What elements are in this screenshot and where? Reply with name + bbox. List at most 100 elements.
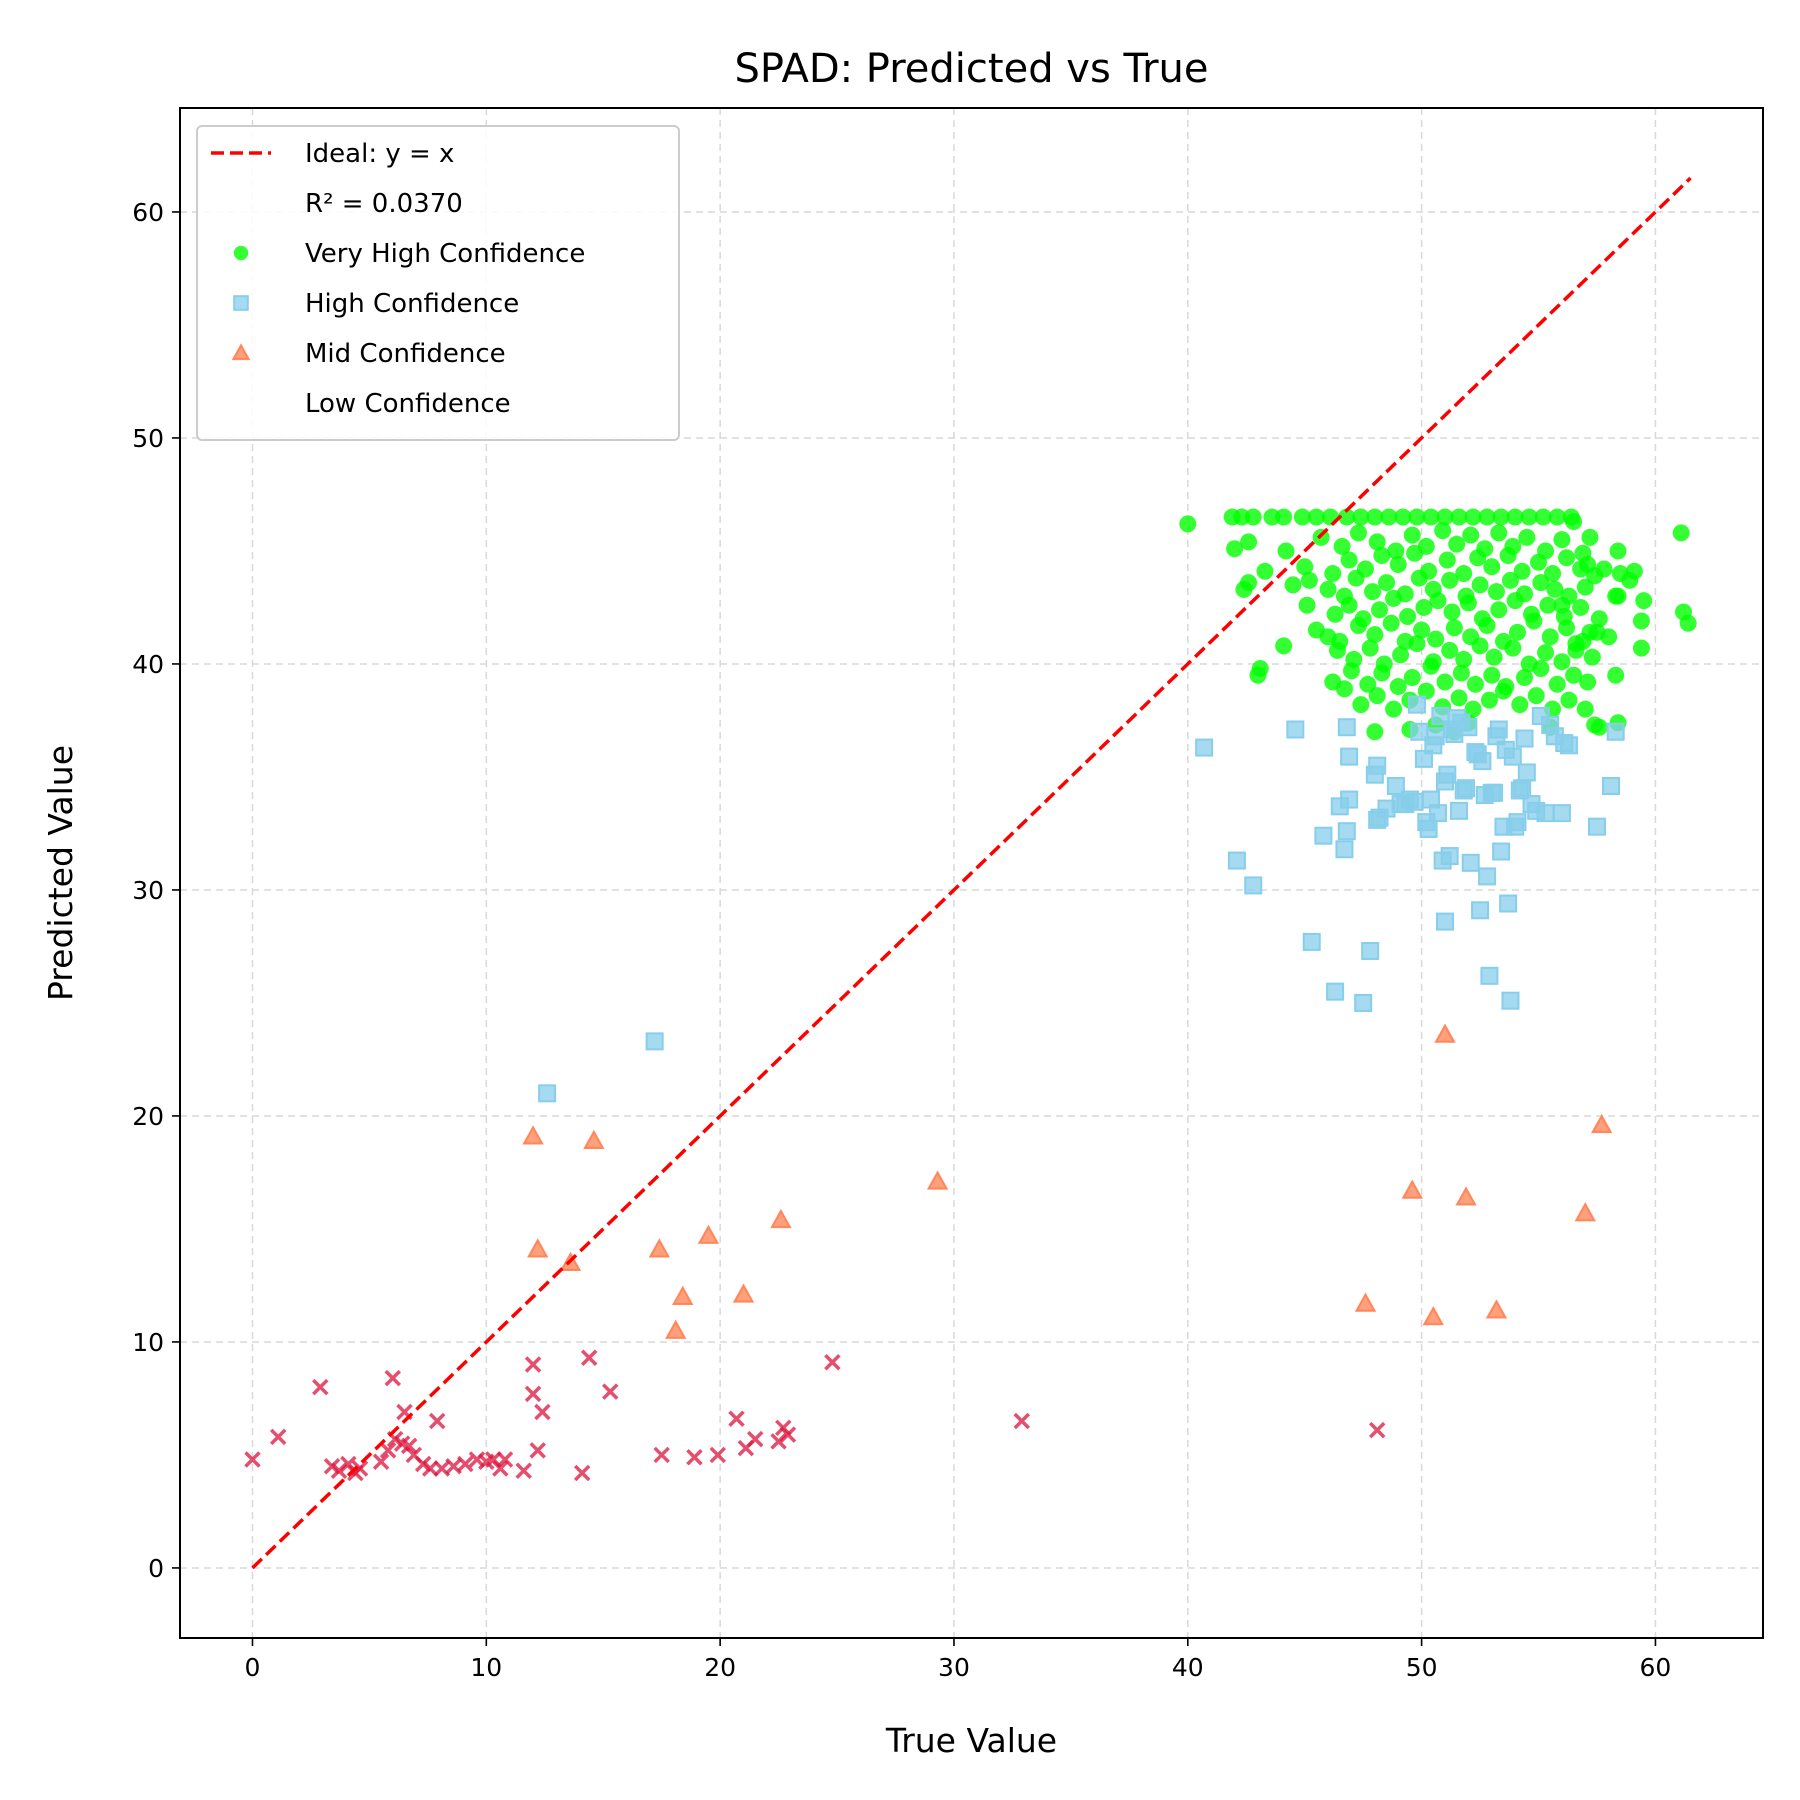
data-point-very-high-confidence — [1565, 513, 1583, 531]
data-point-very-high-confidence — [1233, 508, 1251, 526]
data-point-very-high-confidence — [1607, 666, 1625, 684]
data-point-very-high-confidence — [1487, 583, 1505, 601]
data-point-very-high-confidence — [1415, 598, 1433, 616]
data-point-very-high-confidence — [1179, 515, 1197, 533]
data-point-very-high-confidence — [1392, 646, 1410, 664]
data-point-high-confidence — [1536, 804, 1555, 823]
data-point-low-confidence — [709, 1446, 727, 1464]
data-point-very-high-confidence — [1518, 528, 1536, 546]
data-point-very-high-confidence — [1464, 700, 1482, 718]
data-point-low-confidence — [384, 1369, 402, 1387]
data-point-very-high-confidence — [1436, 508, 1454, 526]
data-point-very-high-confidence — [1609, 587, 1627, 605]
data-point-high-confidence — [1503, 747, 1522, 766]
data-point-high-confidence — [1478, 867, 1497, 886]
data-point-very-high-confidence — [1530, 553, 1548, 571]
data-point-very-high-confidence — [1226, 540, 1244, 558]
data-point-very-high-confidence — [1403, 669, 1421, 687]
data-point-very-high-confidence — [1240, 533, 1258, 551]
data-point-very-high-confidence — [1324, 565, 1342, 583]
data-point-very-high-confidence — [1394, 508, 1412, 526]
data-point-high-confidence — [1438, 765, 1457, 784]
data-point-very-high-confidence — [1471, 637, 1489, 655]
y-tick-label: 10 — [132, 1328, 164, 1357]
data-point-very-high-confidence — [1422, 657, 1440, 675]
data-point-very-high-confidence — [1366, 508, 1384, 526]
data-point-very-high-confidence — [1380, 508, 1398, 526]
legend-swatch-high-confidence — [233, 295, 249, 311]
data-point-low-confidence — [428, 1412, 446, 1430]
data-point-very-high-confidence — [1590, 718, 1608, 736]
data-point-mid-confidence — [1422, 1306, 1445, 1326]
data-point-very-high-confidence — [1349, 524, 1367, 542]
data-point-very-high-confidence — [1452, 664, 1470, 682]
data-point-very-high-confidence — [1443, 603, 1461, 621]
data-point-very-high-confidence — [1455, 650, 1473, 668]
data-point-very-high-confidence — [1406, 544, 1424, 562]
data-point-very-high-confidence — [1455, 565, 1473, 583]
data-point-very-high-confidence — [1373, 664, 1391, 682]
x-tick-label: 40 — [1172, 1653, 1204, 1682]
data-point-very-high-confidence — [1275, 637, 1293, 655]
data-point-very-high-confidence — [1422, 508, 1440, 526]
data-point-very-high-confidence — [1319, 580, 1337, 598]
data-point-very-high-confidence — [1576, 578, 1594, 596]
data-point-very-high-confidence — [1553, 596, 1571, 614]
data-point-very-high-confidence — [1429, 592, 1447, 610]
data-point-high-confidence — [1485, 783, 1504, 802]
data-point-very-high-confidence — [1541, 628, 1559, 646]
data-point-very-high-confidence — [1527, 687, 1545, 705]
data-point-very-high-confidence — [1464, 508, 1482, 526]
data-point-low-confidence — [746, 1430, 764, 1448]
data-point-very-high-confidence — [1532, 659, 1550, 677]
data-point-very-high-confidence — [1548, 675, 1566, 693]
data-point-high-confidence — [1473, 752, 1492, 771]
x-tick-label: 10 — [470, 1653, 502, 1682]
data-point-very-high-confidence — [1574, 544, 1592, 562]
data-point-high-confidence — [1515, 729, 1534, 748]
data-point-very-high-confidence — [1240, 574, 1258, 592]
data-point-very-high-confidence — [1307, 508, 1325, 526]
x-tick-label: 30 — [938, 1653, 970, 1682]
data-point-very-high-confidence — [1548, 508, 1566, 526]
data-point-low-confidence — [524, 1385, 542, 1403]
data-point-very-high-confidence — [1520, 508, 1538, 526]
y-axis-title: Predicted Value — [41, 745, 80, 1001]
data-point-very-high-confidence — [1450, 508, 1468, 526]
y-tick-label: 0 — [148, 1554, 164, 1583]
legend-label-low-confidence: Low Confidence — [305, 389, 511, 419]
data-point-high-confidence — [538, 1084, 557, 1103]
data-point-very-high-confidence — [1448, 535, 1466, 553]
data-point-high-confidence — [1492, 842, 1511, 861]
data-point-mid-confidence — [1590, 1113, 1613, 1134]
data-point-very-high-confidence — [1450, 689, 1468, 707]
legend-label-r-0-0370: R² = 0.0370 — [305, 189, 463, 219]
series-very-high-confidence — [1179, 508, 1697, 741]
series-mid-confidence — [522, 1023, 1613, 1339]
data-point-very-high-confidence — [1567, 635, 1585, 653]
data-point-very-high-confidence — [1385, 700, 1403, 718]
data-point-very-high-confidence — [1590, 610, 1608, 628]
data-point-very-high-confidence — [1539, 596, 1557, 614]
data-point-very-high-confidence — [1490, 524, 1508, 542]
data-point-high-confidence — [1499, 894, 1518, 913]
legend: Ideal: y = x R² = 0.0370 Very High Confide… — [196, 125, 680, 441]
data-point-very-high-confidence — [1565, 666, 1583, 684]
data-point-very-high-confidence — [1403, 526, 1421, 544]
data-point-very-high-confidence — [1499, 546, 1517, 564]
data-point-very-high-confidence — [1338, 508, 1356, 526]
reference-line-group — [251, 176, 1692, 1570]
data-point-very-high-confidence — [1600, 628, 1618, 646]
data-point-very-high-confidence — [1352, 696, 1370, 714]
data-point-high-confidence — [1426, 727, 1445, 746]
data-point-high-confidence — [1606, 722, 1625, 741]
data-point-very-high-confidence — [1508, 623, 1526, 641]
data-point-low-confidence — [824, 1354, 841, 1371]
data-point-very-high-confidence — [1576, 700, 1594, 718]
data-point-high-confidence — [1340, 747, 1359, 766]
data-point-very-high-confidence — [1621, 571, 1639, 589]
data-point-very-high-confidence — [1335, 680, 1353, 698]
data-point-low-confidence — [534, 1403, 551, 1421]
data-point-very-high-confidence — [1459, 594, 1477, 612]
legend-label-mid-confidence: Mid Confidence — [305, 339, 506, 369]
